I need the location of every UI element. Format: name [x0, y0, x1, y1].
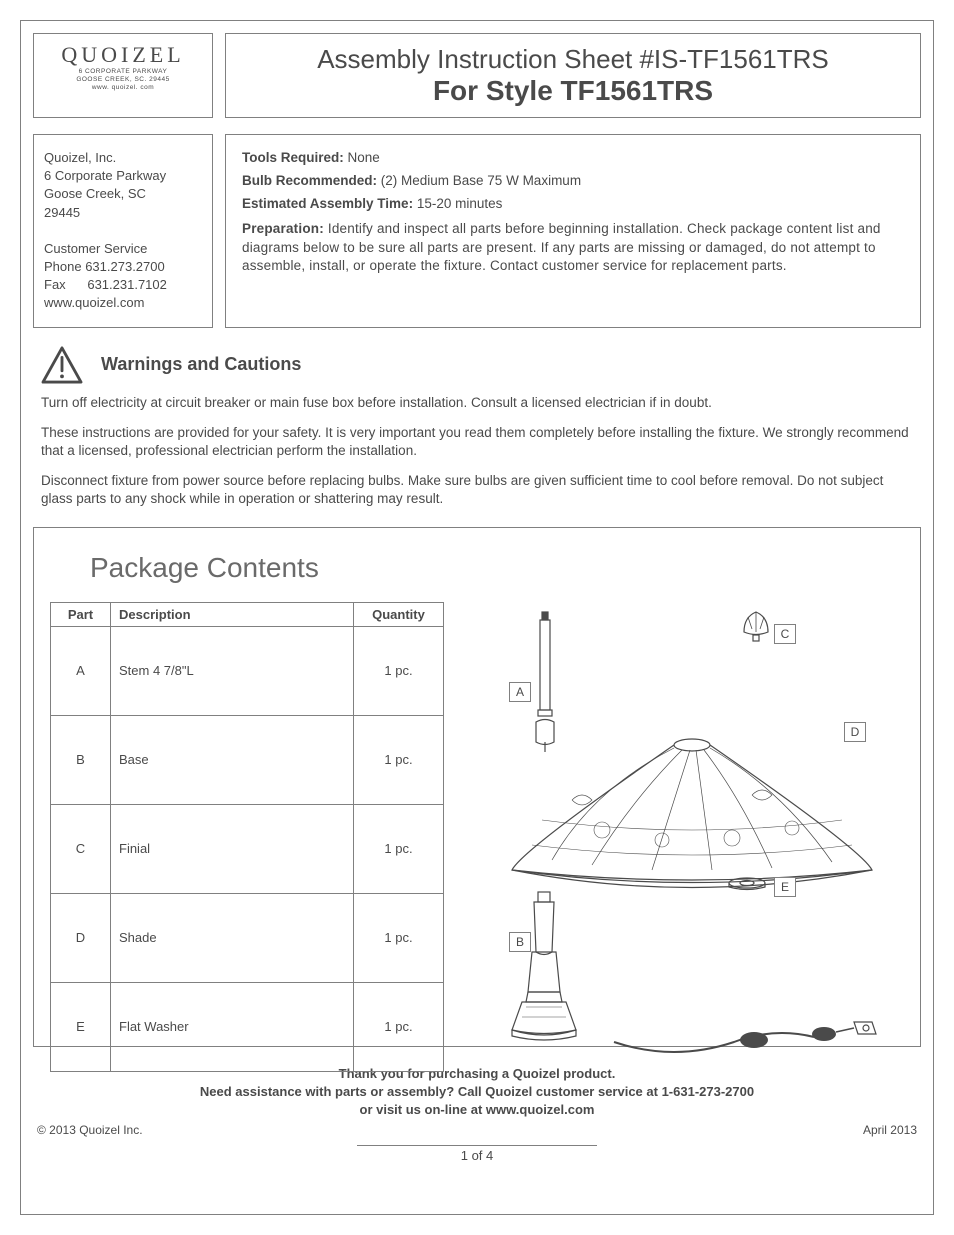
title-line2: For Style TF1561TRS — [236, 75, 910, 107]
table-row: C Finial 1 pc. — [51, 804, 444, 893]
cs-web: www.quoizel.com — [44, 294, 202, 312]
cell-part: E — [51, 982, 111, 1071]
brand-logo: QUOIZEL — [44, 42, 202, 68]
tools-value: None — [344, 150, 380, 165]
cs-fax: Fax 631.231.7102 — [44, 276, 202, 294]
diagram-label-d: D — [844, 722, 866, 742]
footer-date: April 2013 — [863, 1123, 917, 1137]
cell-qty: 1 pc. — [354, 715, 444, 804]
diagram-label-e: E — [774, 877, 796, 897]
prep-value: Identify and inspect all parts before be… — [242, 221, 881, 274]
tools-label: Tools Required: — [242, 150, 344, 165]
package-title: Package Contents — [90, 552, 904, 584]
cell-desc: Flat Washer — [111, 982, 354, 1071]
company-name: Quoizel, Inc. — [44, 149, 202, 167]
cell-qty: 1 pc. — [354, 893, 444, 982]
top-row: QUOIZEL 6 CORPORATE PARKWAY GOOSE CREEK,… — [33, 33, 921, 118]
logo-addr2: GOOSE CREEK, SC. 29445 — [44, 76, 202, 84]
th-part: Part — [51, 602, 111, 626]
prep-label: Preparation: — [242, 221, 324, 236]
page-border: QUOIZEL 6 CORPORATE PARKWAY GOOSE CREEK,… — [20, 20, 934, 1215]
diagram-label-c: C — [774, 624, 796, 644]
warning-p1: Turn off electricity at circuit breaker … — [41, 394, 913, 412]
footer-line3: or visit us on-line at www.quoizel.com — [33, 1101, 921, 1119]
cell-desc: Shade — [111, 893, 354, 982]
time-value: 15-20 minutes — [413, 196, 502, 211]
prep-line: Preparation: Identify and inspect all pa… — [242, 220, 904, 277]
cell-part: A — [51, 626, 111, 715]
info-box: Tools Required: None Bulb Recommended: (… — [225, 134, 921, 328]
company-zip: 29445 — [44, 204, 202, 222]
table-row: E Flat Washer 1 pc. — [51, 982, 444, 1071]
warnings-section: Warnings and Cautions Turn off electrici… — [33, 346, 921, 509]
mid-row: Quoizel, Inc. 6 Corporate Parkway Goose … — [33, 134, 921, 328]
table-row: B Base 1 pc. — [51, 715, 444, 804]
company-address: Quoizel, Inc. 6 Corporate Parkway Goose … — [44, 149, 202, 222]
title-line1: Assembly Instruction Sheet #IS-TF1561TRS — [236, 44, 910, 75]
warning-p2: These instructions are provided for your… — [41, 424, 913, 460]
logo-addr1: 6 CORPORATE PARKWAY — [44, 68, 202, 76]
tools-line: Tools Required: None — [242, 149, 904, 168]
lamp-diagram-icon — [464, 602, 904, 1072]
title-box: Assembly Instruction Sheet #IS-TF1561TRS… — [225, 33, 921, 118]
time-line: Estimated Assembly Time: 15-20 minutes — [242, 195, 904, 214]
warning-p3: Disconnect fixture from power source bef… — [41, 472, 913, 508]
cs-phone: Phone 631.273.2700 — [44, 258, 202, 276]
bulb-label: Bulb Recommended: — [242, 173, 377, 188]
cell-desc: Stem 4 7/8"L — [111, 626, 354, 715]
address-box: Quoizel, Inc. 6 Corporate Parkway Goose … — [33, 134, 213, 328]
company-citystate: Goose Creek, SC — [44, 185, 202, 203]
cell-qty: 1 pc. — [354, 626, 444, 715]
warning-triangle-icon — [41, 346, 83, 384]
package-content: Part Description Quantity A Stem 4 7/8"L… — [50, 602, 904, 1072]
diagram-label-b: B — [509, 932, 531, 952]
cell-qty: 1 pc. — [354, 804, 444, 893]
cell-qty: 1 pc. — [354, 982, 444, 1071]
footer-line2: Need assistance with parts or assembly? … — [33, 1083, 921, 1101]
cell-desc: Finial — [111, 804, 354, 893]
copyright: © 2013 Quoizel Inc. — [37, 1123, 143, 1137]
cs-label: Customer Service — [44, 240, 202, 258]
package-box: Package Contents Part Description Quanti… — [33, 527, 921, 1047]
th-desc: Description — [111, 602, 354, 626]
warnings-title: Warnings and Cautions — [101, 354, 301, 375]
footer-message: Thank you for purchasing a Quoizel produ… — [33, 1065, 921, 1120]
logo-web: www. quoizel. com — [44, 84, 202, 92]
page-number: 1 of 4 — [357, 1145, 597, 1163]
cell-part: C — [51, 804, 111, 893]
table-header-row: Part Description Quantity — [51, 602, 444, 626]
table-row: A Stem 4 7/8"L 1 pc. — [51, 626, 444, 715]
cell-desc: Base — [111, 715, 354, 804]
customer-service: Customer Service Phone 631.273.2700 Fax … — [44, 240, 202, 313]
company-street: 6 Corporate Parkway — [44, 167, 202, 185]
cell-part: B — [51, 715, 111, 804]
diagram-label-a: A — [509, 682, 531, 702]
warnings-header: Warnings and Cautions — [33, 346, 921, 384]
bulb-line: Bulb Recommended: (2) Medium Base 75 W M… — [242, 172, 904, 191]
diagram-area: A B C D E — [464, 602, 904, 1072]
footer-bottom: © 2013 Quoizel Inc. April 2013 — [33, 1123, 921, 1137]
time-label: Estimated Assembly Time: — [242, 196, 413, 211]
logo-box: QUOIZEL 6 CORPORATE PARKWAY GOOSE CREEK,… — [33, 33, 213, 118]
table-row: D Shade 1 pc. — [51, 893, 444, 982]
bulb-value: (2) Medium Base 75 W Maximum — [377, 173, 581, 188]
th-qty: Quantity — [354, 602, 444, 626]
parts-table: Part Description Quantity A Stem 4 7/8"L… — [50, 602, 444, 1072]
cell-part: D — [51, 893, 111, 982]
warnings-body: Turn off electricity at circuit breaker … — [33, 394, 921, 509]
